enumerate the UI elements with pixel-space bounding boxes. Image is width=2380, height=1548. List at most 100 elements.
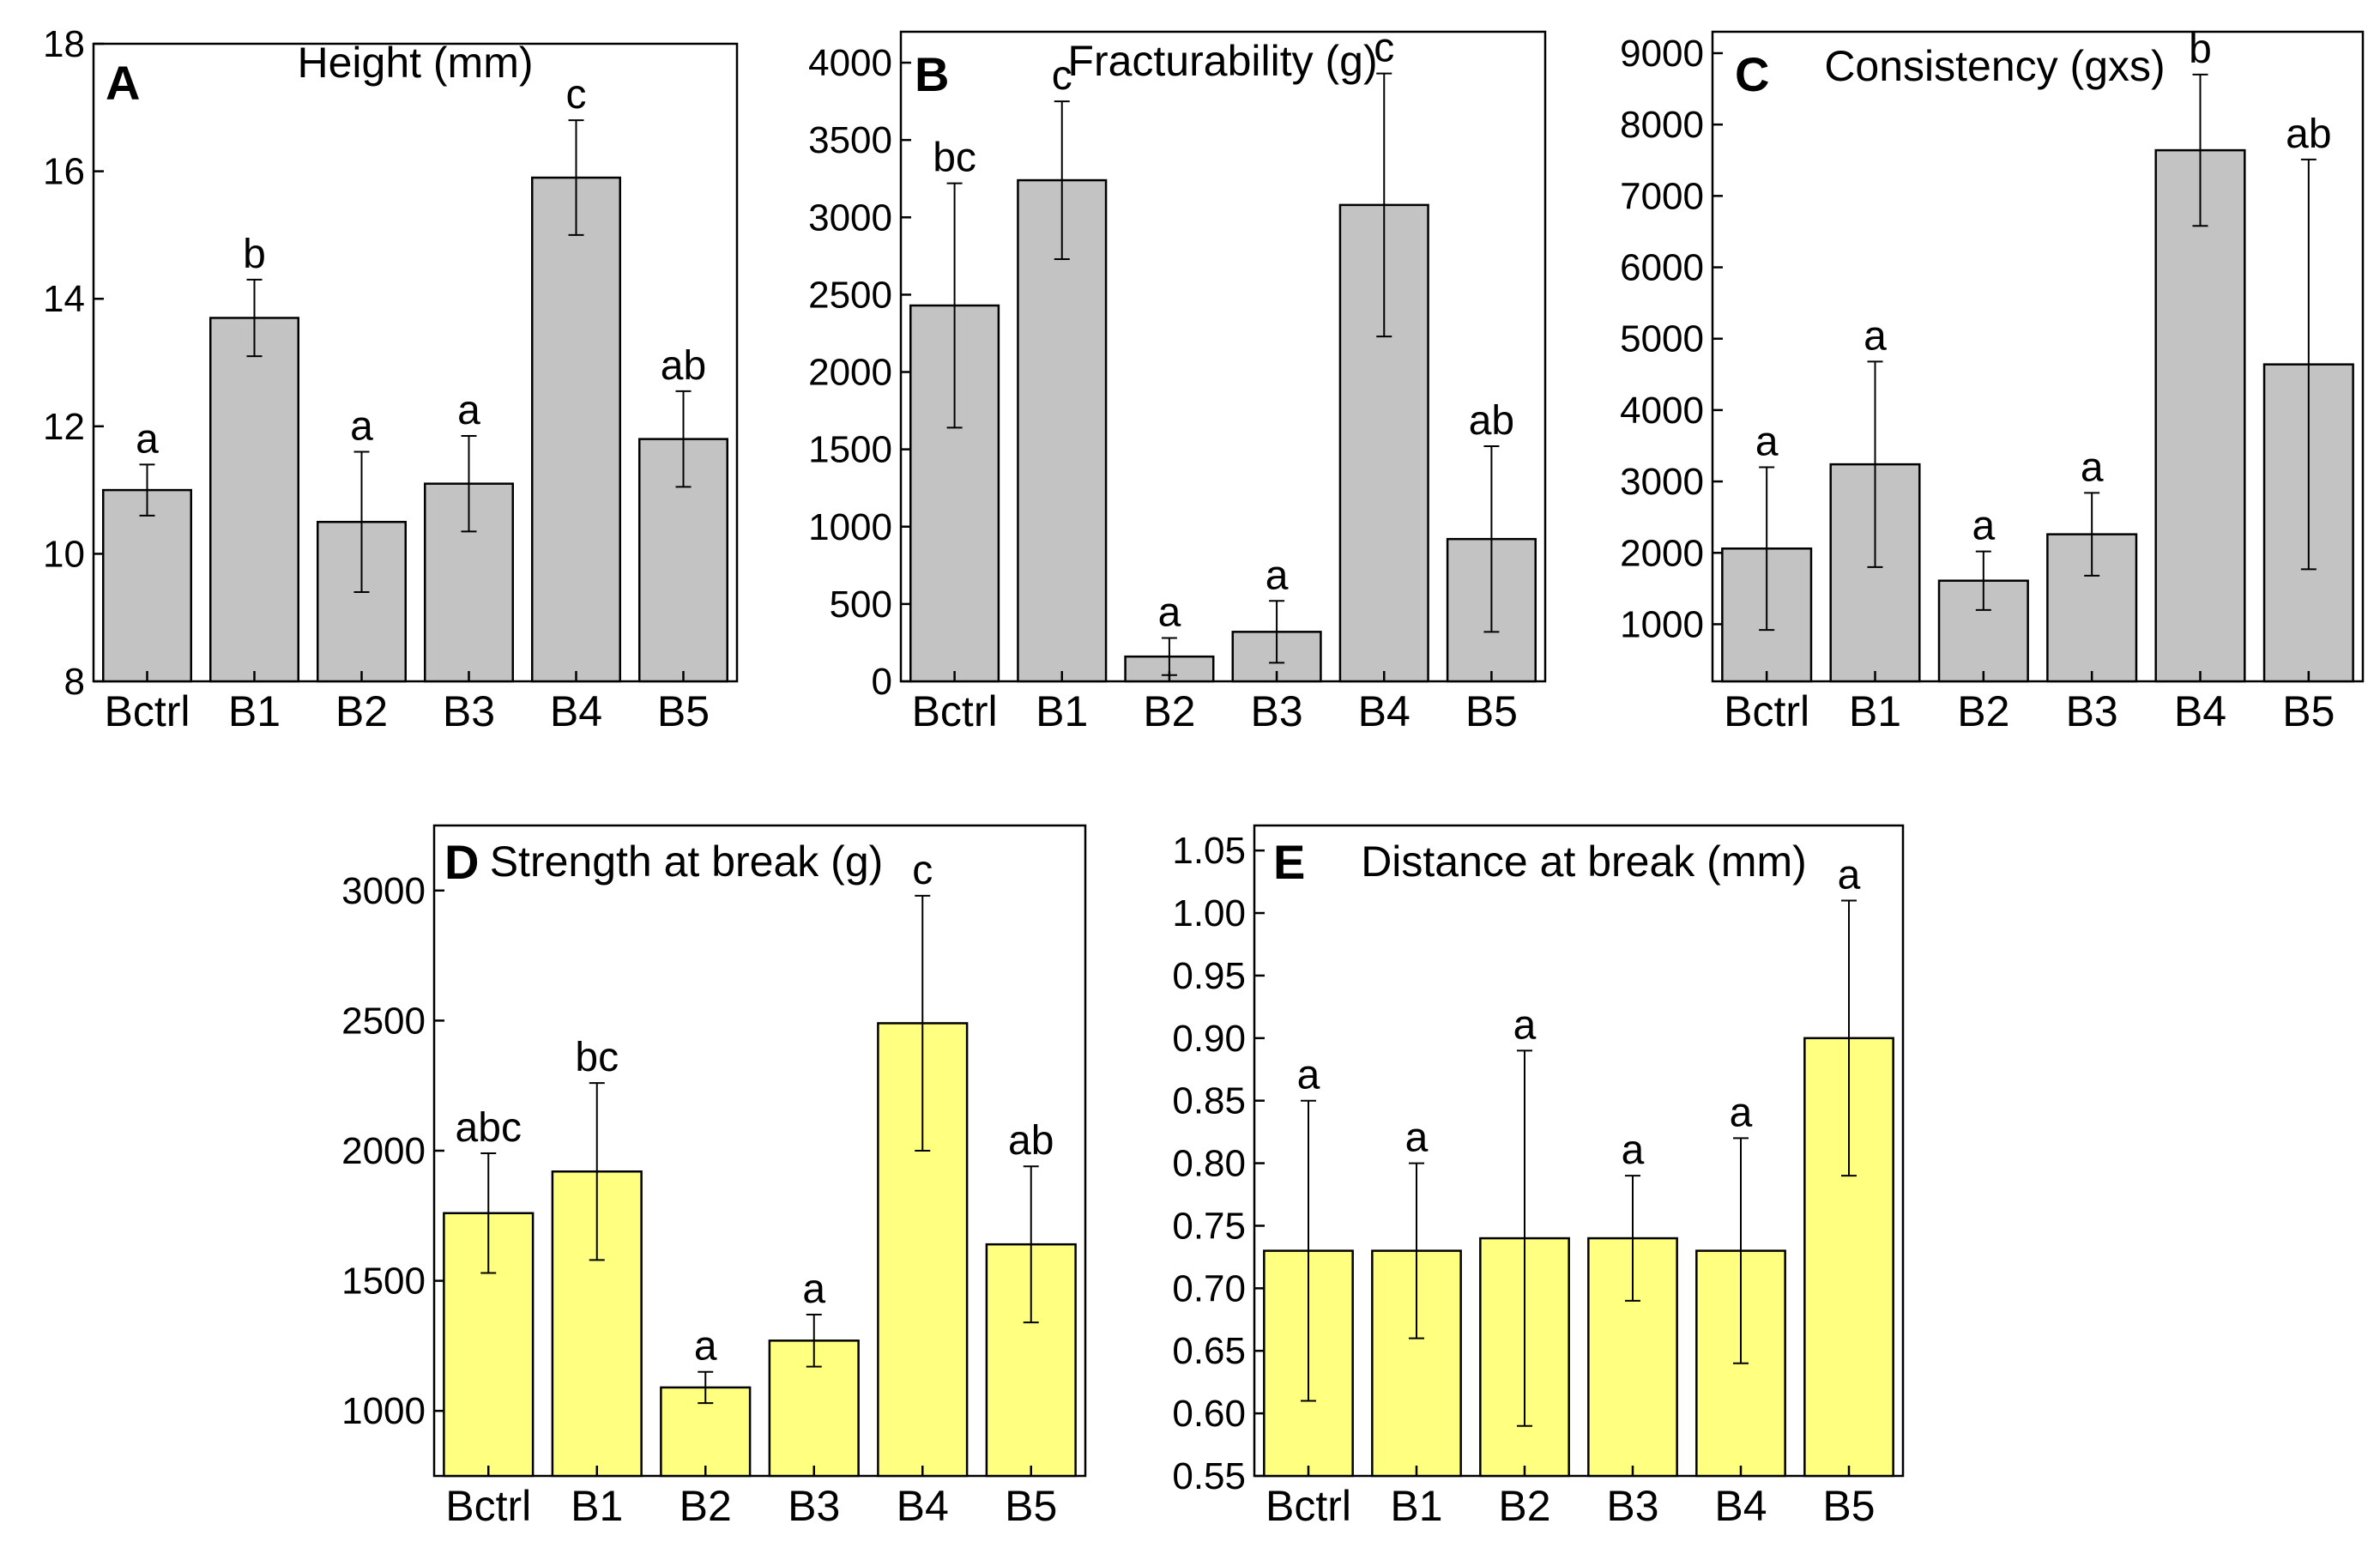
panel-b-letter: B (915, 47, 949, 101)
panel-e-frame (1253, 824, 1905, 1478)
panel-c-significance-letter: ab (2286, 112, 2331, 157)
panel-d-category-label: B4 (897, 1482, 949, 1530)
panel-e-ytick-label: 0.55 (1172, 1455, 1246, 1497)
panel-d-ytick-label: 1500 (341, 1261, 426, 1303)
panel-d-significance-letter: a (802, 1267, 825, 1312)
panel-c-category-label: B3 (2066, 687, 2118, 735)
panel-a-bar (102, 488, 192, 683)
panel-e-ytick-label: 0.95 (1172, 955, 1246, 997)
panel-e-category-label: B3 (1606, 1482, 1658, 1530)
panel-c-category-label: B1 (1849, 687, 1901, 735)
panel-b-ytick-label: 3000 (808, 197, 892, 239)
panel-a-ytick-label: 10 (43, 533, 85, 575)
panel-d-category-label: Bctrl (445, 1482, 531, 1530)
panel-b-significance-letter: a (1266, 553, 1289, 598)
panel-e-significance-letter: a (1622, 1128, 1645, 1173)
panel-a-ytick-label: 18 (43, 23, 85, 65)
panel-a-category-label: B4 (550, 687, 602, 735)
panel-b-significance-letter: c (1374, 26, 1394, 71)
panel-e-significance-letter: a (1838, 852, 1861, 898)
panel-a-category-label: Bctrl (105, 687, 190, 735)
panel-c-category-label: B5 (2282, 687, 2335, 735)
panel-e: E Distance at break (mm) 0.55 0.60 0.65 0.7… (1172, 824, 1905, 1530)
panel-c-ytick-label: 1000 (1620, 603, 1704, 645)
panel-c: C Consistency (gxs) 1000 2000 3000 4000 5000… (1620, 27, 2365, 735)
panel-b-frame (899, 30, 1547, 683)
panel-d: D Strength at break (g) 1000 1500 2000 2500… (341, 824, 1087, 1530)
panel-c-significance-letter: a (1755, 419, 1779, 464)
panel-e-ytick-label: 0.85 (1172, 1080, 1246, 1122)
panel-d-significance-letter: ab (1008, 1118, 1054, 1164)
panel-c-significance-letter: a (2081, 444, 2104, 490)
panel-e-ytick-label: 1.00 (1172, 892, 1246, 934)
panel-d-ytick-label: 1000 (341, 1390, 426, 1432)
panel-a-ytick-label: 12 (43, 406, 85, 448)
panel-a-ytick-label: 16 (43, 151, 85, 193)
panel-a-significance-letter: a (350, 404, 373, 450)
panel-e-significance-letter: a (1405, 1116, 1429, 1161)
panel-d-ytick-label: 3000 (341, 870, 426, 912)
panel-c-category-label: B4 (2174, 687, 2226, 735)
panel-a-significance-letter: b (243, 232, 266, 277)
panel-e-category-label: Bctrl (1266, 1482, 1351, 1530)
panel-e-ytick-label: 0.65 (1172, 1330, 1246, 1372)
panel-d-ytick-label: 2000 (341, 1130, 426, 1172)
panel-a-bar (209, 317, 299, 683)
panel-a-category-label: B1 (228, 687, 281, 735)
panel-e-significance-letter: a (1730, 1090, 1753, 1135)
panel-e-ytick-label: 0.80 (1172, 1143, 1246, 1185)
panel-d-significance-letter: a (694, 1324, 717, 1370)
panel-e-category-label: B1 (1390, 1482, 1442, 1530)
panel-a-significance-letter: c (566, 72, 587, 118)
panel-a-bar (531, 176, 621, 683)
panel-b-plot: 0 500 1000 1500 2000 2500 3000 3500 4000 Bctrl bc B… (808, 26, 1537, 735)
panel-c-ytick-label: 7000 (1620, 175, 1704, 217)
panel-b: B Fracturability (g) 0 500 1000 1500 2000 250… (808, 26, 1547, 735)
panel-a-ytick-label: 14 (43, 278, 85, 320)
panel-b-significance-letter: bc (933, 136, 976, 181)
panel-c-significance-letter: a (1972, 504, 1995, 549)
panel-b-ytick-label: 2000 (808, 352, 892, 394)
panel-d-ytick-label: 2500 (341, 1000, 426, 1042)
panel-e-ytick-label: 1.05 (1172, 830, 1246, 872)
panel-e-category-label: B4 (1714, 1482, 1767, 1530)
panel-e-category-label: B2 (1498, 1482, 1550, 1530)
panel-e-ytick-label: 0.70 (1172, 1267, 1246, 1309)
panel-c-category-label: Bctrl (1724, 687, 1809, 735)
panel-c-plot: 1000 2000 3000 4000 5000 6000 7000 8000 9000 Bctr… (1620, 27, 2354, 735)
panel-d-significance-letter: c (912, 848, 933, 893)
panel-b-category-label: B1 (1036, 687, 1088, 735)
panel-a-significance-letter: a (136, 416, 159, 462)
panel-d-title: Strength at break (g) (490, 837, 884, 886)
panel-e-ytick-label: 0.75 (1172, 1205, 1246, 1247)
panel-d-category-label: B1 (571, 1482, 623, 1530)
panel-e-ytick-label: 0.90 (1172, 1018, 1246, 1060)
panel-a-plot: 8 10 12 14 16 18 Bctrl a B1 b B2 a B3 a B4 c B5 ab (43, 23, 728, 735)
panel-c-ytick-label: 3000 (1620, 461, 1704, 503)
panel-b-category-label: Bctrl (912, 687, 998, 735)
panel-b-ytick-label: 0 (872, 661, 892, 703)
panel-c-ytick-label: 5000 (1620, 318, 1704, 360)
panel-e-ytick-label: 0.60 (1172, 1393, 1246, 1435)
panel-e-significance-letter: a (1513, 1002, 1537, 1048)
panel-b-significance-letter: c (1052, 53, 1072, 99)
panel-b-significance-letter: ab (1469, 398, 1514, 444)
panel-c-frame (1711, 30, 2365, 683)
panel-b-title: Fracturability (g) (1067, 37, 1377, 85)
panel-d-category-label: B5 (1005, 1482, 1057, 1530)
panel-d-category-label: B3 (788, 1482, 840, 1530)
panel-c-letter: C (1735, 47, 1769, 101)
panel-a-frame (92, 42, 739, 683)
panel-b-ytick-label: 4000 (808, 42, 892, 84)
panel-c-significance-letter: a (1864, 313, 1887, 359)
panel-d-plot: 10001500200025003000BctrlabcB1bcB2aB3aB4… (341, 848, 1077, 1530)
panel-d-letter: D (444, 835, 479, 889)
panel-b-ytick-label: 2500 (808, 274, 892, 316)
panel-c-significance-letter: b (2189, 27, 2212, 72)
panel-e-title: Distance at break (mm) (1361, 837, 1807, 886)
panel-c-ytick-label: 9000 (1620, 33, 1704, 75)
panel-c-title: Consistency (gxs) (1824, 42, 2165, 90)
panel-d-significance-letter: abc (456, 1105, 522, 1151)
panel-a-category-label: B3 (443, 687, 495, 735)
